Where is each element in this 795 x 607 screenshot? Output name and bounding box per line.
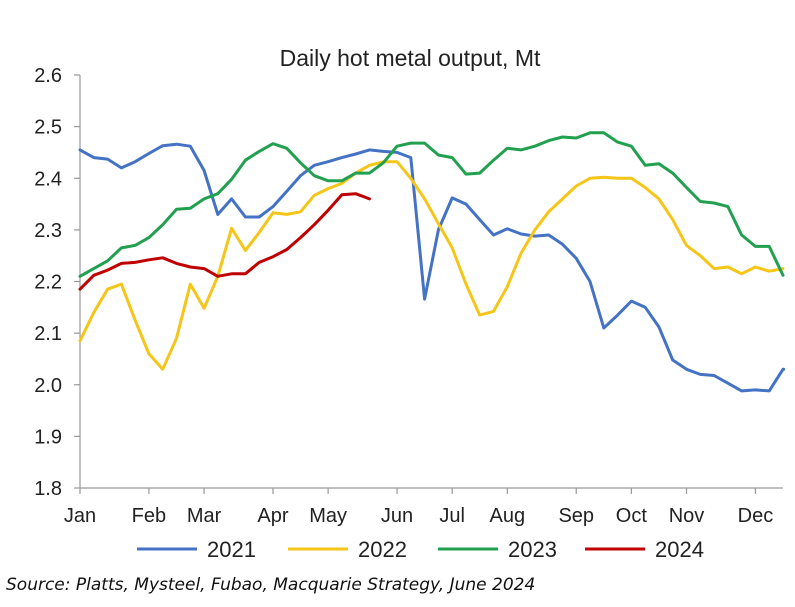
x-tick-label: Jul [439,505,465,527]
series-line-2024 [78,192,371,291]
x-tick-label: Aug [490,505,526,527]
y-tick-label: 2.6 [34,65,62,87]
y-tick-label: 2.1 [34,323,62,345]
x-tick-label: Oct [616,505,648,527]
legend-label-2023: 2023 [508,537,557,562]
x-tick-label: Apr [257,505,288,527]
series-line-2021 [78,142,786,393]
source-note: Source: Platts, Mysteel, Fubao, Macquari… [6,575,536,595]
x-tick-label: Jun [381,505,413,527]
chart-title: Daily hot metal output, Mt [280,45,541,71]
y-tick-label: 2.2 [34,272,62,294]
chart-axes [79,75,783,489]
legend-label-2021: 2021 [207,537,256,562]
x-axis-ticks: Jan Feb Mar Apr May Jun Jul Aug Sep Oct Nov Dec [64,488,773,527]
chart-svg: Daily hot metal output, Mt 1.8 1.9 2.0 2.1 2… [34,45,786,562]
legend-label-2022: 2022 [358,537,407,562]
y-tick-label: 1.8 [34,478,62,500]
y-axis-ticks: 1.8 1.9 2.0 2.1 2.2 2.3 2.4 2.5 2.6 [34,65,80,500]
chart-series [78,131,786,393]
y-tick-label: 2.4 [34,168,62,190]
x-tick-label: May [309,505,347,527]
y-tick-label: 2.3 [34,220,62,242]
series-line-2023 [78,131,785,278]
chart-legend: 2021 2022 2023 2024 [137,537,704,562]
x-tick-label: Feb [132,505,166,527]
x-tick-label: Nov [669,505,705,527]
x-tick-label: Dec [738,505,774,527]
x-tick-label: Jan [64,505,96,527]
legend-label-2024: 2024 [655,537,704,562]
x-tick-label: Mar [187,505,222,527]
y-tick-label: 1.9 [34,426,62,448]
y-tick-label: 2.0 [34,375,62,397]
series-line-2022 [78,160,785,371]
x-tick-label: Sep [558,505,594,527]
y-tick-label: 2.5 [34,117,62,139]
